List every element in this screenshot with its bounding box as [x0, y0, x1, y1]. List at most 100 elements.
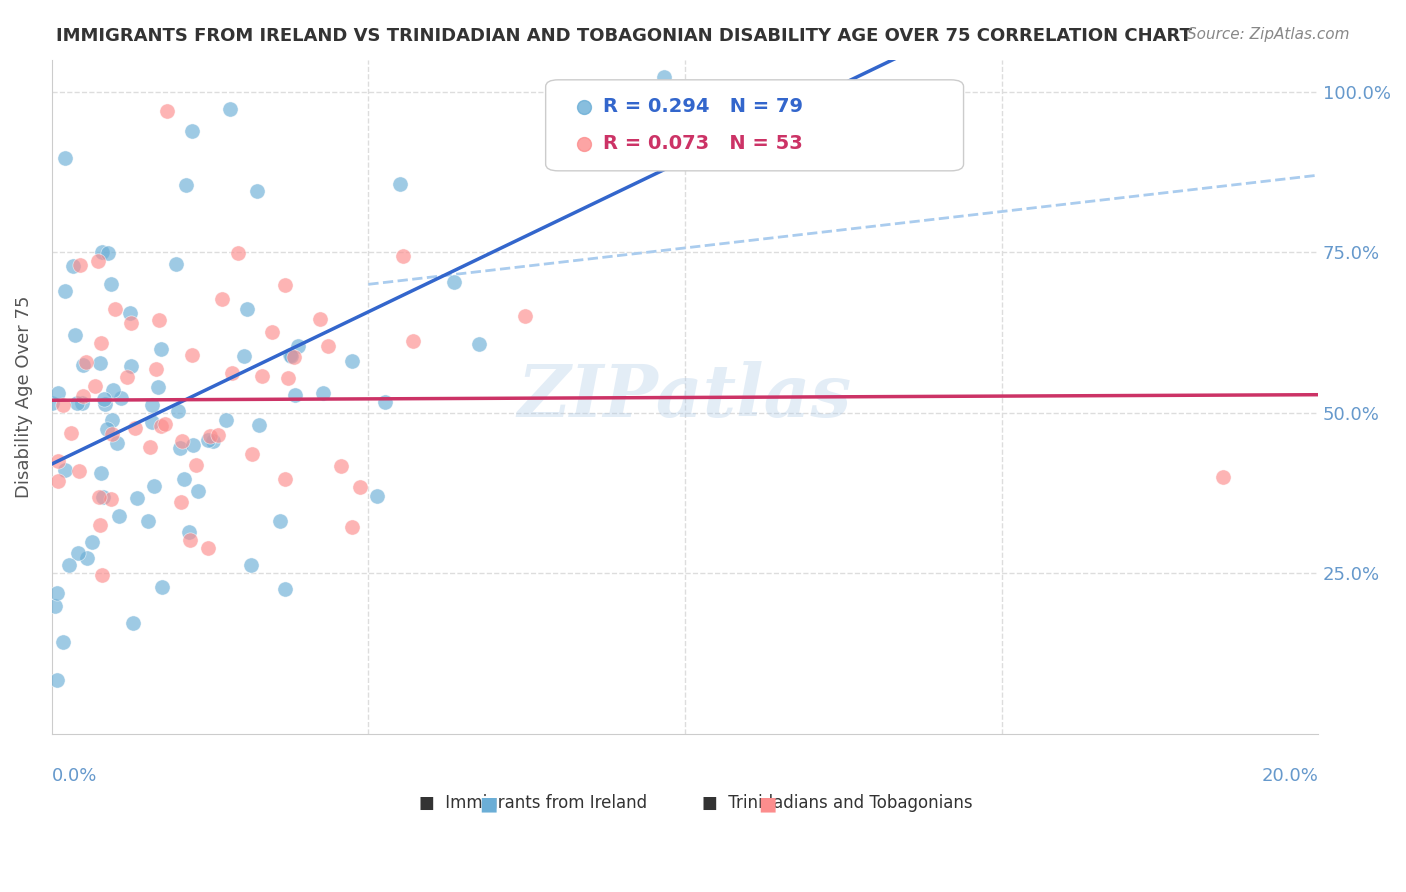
Point	[167, 404, 190, 418]
Point	[156, 103, 179, 118]
Point	[60, 425, 83, 440]
Point	[239, 558, 262, 572]
Point	[94, 397, 117, 411]
Point	[388, 178, 411, 192]
Text: R = 0.294   N = 79: R = 0.294 N = 79	[603, 97, 803, 116]
Point	[63, 327, 86, 342]
Point	[198, 429, 221, 443]
Point	[46, 673, 69, 687]
Point	[58, 558, 80, 572]
Point	[170, 495, 193, 509]
Point	[90, 467, 112, 481]
Point	[138, 440, 160, 454]
Point	[149, 342, 172, 356]
Point	[97, 246, 120, 260]
Point	[366, 489, 388, 503]
Point	[172, 434, 194, 449]
Point	[91, 568, 114, 582]
Point	[179, 533, 201, 547]
Point	[108, 509, 131, 524]
Point	[136, 514, 159, 528]
Point	[280, 349, 302, 363]
Point	[197, 541, 219, 555]
Point	[287, 339, 309, 353]
Point	[90, 244, 112, 259]
Point	[174, 178, 197, 193]
Point	[247, 417, 270, 432]
Point	[52, 634, 75, 648]
Point	[46, 454, 69, 468]
Point	[515, 310, 537, 324]
Point	[274, 582, 297, 596]
Point	[55, 285, 77, 299]
Point	[125, 491, 148, 505]
Point	[72, 358, 94, 372]
Point	[668, 103, 690, 118]
Point	[173, 472, 195, 486]
Point	[392, 250, 415, 264]
Point	[246, 184, 269, 198]
Point	[187, 483, 209, 498]
Point	[169, 441, 191, 455]
Point	[349, 480, 371, 494]
Point	[145, 362, 167, 376]
Point	[180, 124, 202, 138]
Point	[67, 464, 90, 478]
Point	[250, 368, 273, 383]
Text: 0.0%: 0.0%	[52, 767, 97, 785]
Text: ■: ■	[479, 795, 498, 814]
Point	[84, 379, 107, 393]
Text: ZIPatlas: ZIPatlas	[517, 361, 852, 432]
Point	[100, 277, 122, 292]
Point	[53, 151, 76, 165]
Point	[277, 371, 299, 385]
Point	[340, 353, 363, 368]
Point	[115, 369, 138, 384]
Point	[52, 398, 75, 412]
Point	[148, 380, 170, 394]
Text: ■: ■	[758, 795, 776, 814]
Point	[72, 389, 94, 403]
Point	[80, 535, 103, 549]
Point	[308, 312, 330, 326]
Point	[48, 386, 70, 401]
Point	[233, 349, 256, 363]
Point	[737, 103, 759, 118]
Point	[110, 391, 132, 405]
Point	[648, 103, 671, 118]
Point	[104, 302, 127, 317]
Point	[610, 103, 633, 118]
Point	[342, 520, 364, 534]
Point	[260, 325, 283, 339]
Point	[46, 474, 69, 488]
Point	[66, 546, 89, 560]
Point	[284, 388, 307, 402]
Point	[72, 396, 94, 410]
Point	[184, 458, 207, 473]
Point	[46, 586, 69, 600]
Text: Source: ZipAtlas.com: Source: ZipAtlas.com	[1187, 27, 1350, 42]
Text: 20.0%: 20.0%	[1261, 767, 1319, 785]
Point	[89, 356, 111, 370]
Point	[269, 514, 291, 528]
Point	[468, 336, 491, 351]
Point	[197, 433, 219, 447]
Point	[652, 70, 675, 84]
Point	[149, 419, 172, 434]
Point	[273, 472, 295, 486]
Point	[41, 396, 63, 410]
Point	[402, 334, 425, 348]
Point	[211, 292, 233, 306]
Point	[330, 459, 353, 474]
Point	[207, 428, 229, 442]
Point	[242, 447, 264, 461]
Point	[96, 422, 118, 436]
Point	[66, 396, 89, 410]
Point	[443, 276, 465, 290]
Point	[143, 479, 166, 493]
Point	[177, 524, 200, 539]
Point	[181, 438, 204, 452]
Point	[181, 348, 204, 362]
Point	[221, 367, 243, 381]
Point	[215, 413, 238, 427]
